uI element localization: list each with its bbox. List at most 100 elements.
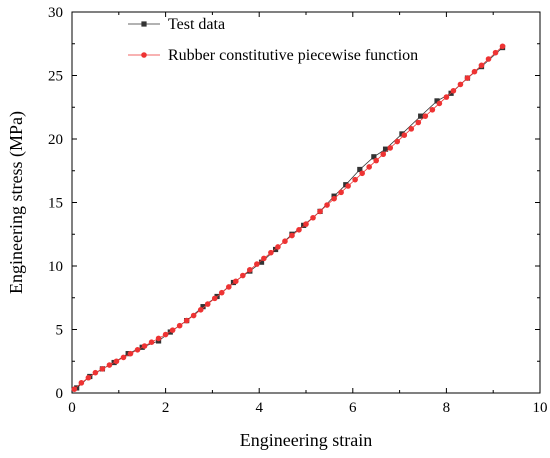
data-point — [169, 327, 176, 333]
data-point — [282, 238, 288, 245]
data-point — [408, 126, 415, 132]
plot-frame — [71, 11, 541, 394]
data-point — [71, 386, 78, 392]
data-point — [218, 289, 225, 296]
data-point — [190, 312, 197, 319]
data-point — [99, 366, 106, 372]
data-point — [485, 56, 492, 62]
data-point — [155, 335, 162, 342]
x-tick-label: 4 — [255, 400, 263, 416]
data-point — [106, 362, 113, 368]
data-point — [289, 232, 295, 239]
data-point — [268, 249, 274, 256]
data-point — [272, 246, 279, 253]
data-point — [85, 374, 92, 381]
data-point — [352, 176, 358, 183]
data-point — [120, 354, 127, 361]
data-point — [418, 113, 424, 119]
data-point — [324, 202, 330, 208]
data-point — [382, 146, 389, 152]
data-point — [478, 62, 485, 69]
data-point — [415, 119, 422, 126]
data-point — [357, 166, 363, 173]
data-point — [401, 132, 408, 138]
data-point — [197, 307, 204, 313]
data-point — [317, 208, 323, 215]
legend-entry-piecewise-function: Rubber constitutive piecewise function — [128, 47, 418, 64]
data-point — [211, 295, 218, 302]
data-point — [92, 369, 99, 376]
data-point — [261, 255, 267, 262]
x-tick-label: 2 — [162, 400, 170, 416]
data-point — [162, 331, 169, 338]
data-point — [310, 214, 316, 221]
series-1 — [71, 43, 506, 392]
data-point — [457, 81, 464, 88]
data-point — [471, 68, 478, 75]
x-tick-label: 0 — [68, 400, 76, 416]
data-point — [345, 183, 351, 189]
legend: Test data Rubber constitutive piecewise … — [128, 16, 418, 64]
data-point — [78, 380, 85, 386]
x-tick-label: 8 — [443, 400, 451, 416]
data-point — [380, 151, 387, 158]
y-tick-label: 20 — [48, 132, 63, 148]
x-tick-label: 6 — [349, 400, 357, 416]
series-line — [74, 45, 503, 390]
series-0 — [74, 44, 506, 391]
data-point — [275, 244, 281, 250]
data-point — [240, 272, 246, 279]
x-axis-label: Engineering strain — [240, 430, 372, 450]
data-point — [148, 339, 155, 346]
data-point — [296, 227, 302, 233]
data-point — [366, 164, 372, 170]
legend-label: Rubber constitutive piecewise function — [168, 47, 418, 64]
x-tick-label: 10 — [533, 400, 548, 416]
y-axis-label: Engineering stress (MPa) — [6, 111, 27, 294]
data-point — [113, 358, 120, 365]
data-point — [331, 195, 337, 202]
data-point — [434, 98, 440, 104]
data-point — [303, 221, 309, 227]
data-point — [359, 170, 365, 177]
data-point — [254, 261, 260, 267]
data-point — [373, 157, 380, 164]
series-layer — [71, 43, 506, 392]
data-point — [204, 301, 211, 307]
legend-entry-test-data: Test data — [128, 16, 225, 33]
plot-border — [71, 11, 541, 394]
data-point — [422, 113, 429, 119]
data-point — [141, 343, 148, 349]
legend-swatch-marker — [141, 52, 147, 58]
data-point — [443, 94, 450, 100]
data-point — [450, 87, 457, 94]
data-point — [258, 259, 265, 265]
y-tick-label: 30 — [48, 5, 63, 21]
data-point — [429, 106, 436, 113]
y-tick-label: 0 — [56, 386, 64, 402]
data-point — [200, 304, 206, 310]
y-tick-label: 25 — [48, 69, 63, 85]
y-tick-label: 10 — [48, 259, 63, 275]
data-point — [247, 267, 253, 273]
data-point — [464, 75, 471, 81]
data-point — [183, 317, 190, 324]
data-point — [176, 322, 183, 329]
legend-label: Test data — [168, 16, 225, 33]
data-point — [233, 278, 239, 285]
y-tick-label: 5 — [56, 323, 64, 339]
data-point — [499, 43, 506, 50]
data-point — [371, 154, 377, 160]
data-point — [134, 347, 141, 353]
data-point — [127, 350, 134, 357]
data-point — [225, 284, 232, 290]
data-point — [387, 145, 394, 151]
y-tick-label: 15 — [48, 196, 63, 212]
data-point — [338, 189, 344, 196]
legend-swatch-marker — [141, 21, 147, 27]
data-point — [492, 49, 499, 56]
data-point — [436, 100, 443, 107]
axis-ticks: 0 2 4 6 8 10 0 5 10 15 20 25 30 — [48, 5, 548, 416]
data-point — [394, 138, 401, 145]
